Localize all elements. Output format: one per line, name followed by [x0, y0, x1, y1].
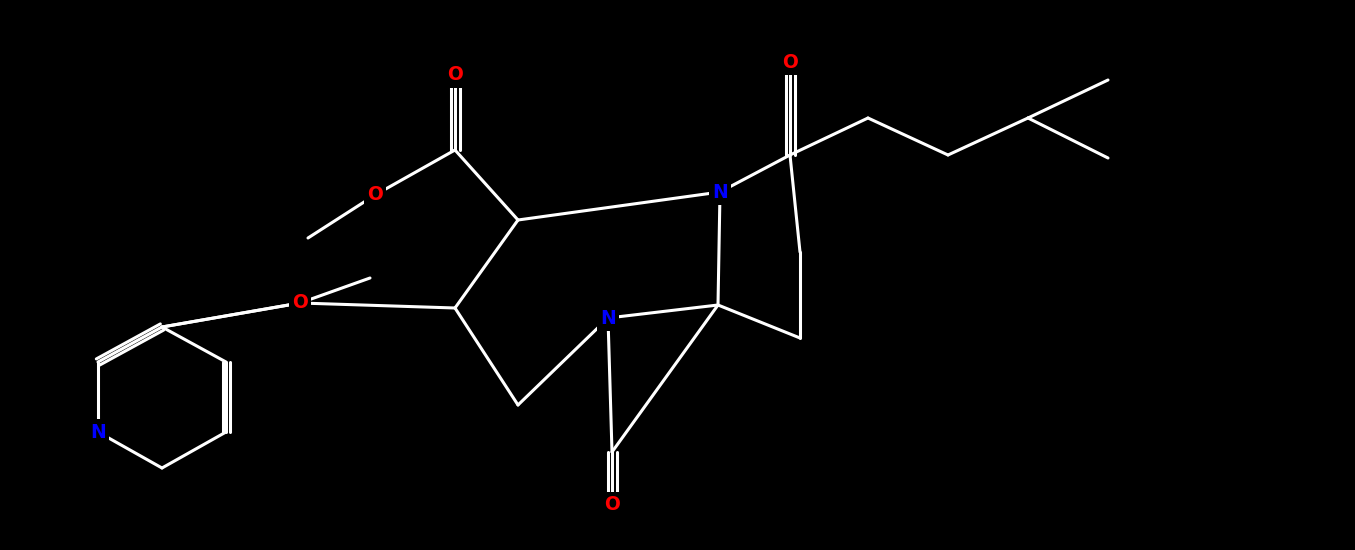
Text: N: N: [713, 183, 728, 201]
Text: O: O: [367, 185, 383, 205]
Text: O: O: [447, 65, 463, 85]
Text: N: N: [600, 309, 617, 327]
Text: N: N: [91, 422, 106, 442]
Text: O: O: [604, 496, 621, 514]
Text: O: O: [293, 294, 308, 312]
Text: O: O: [782, 52, 798, 72]
